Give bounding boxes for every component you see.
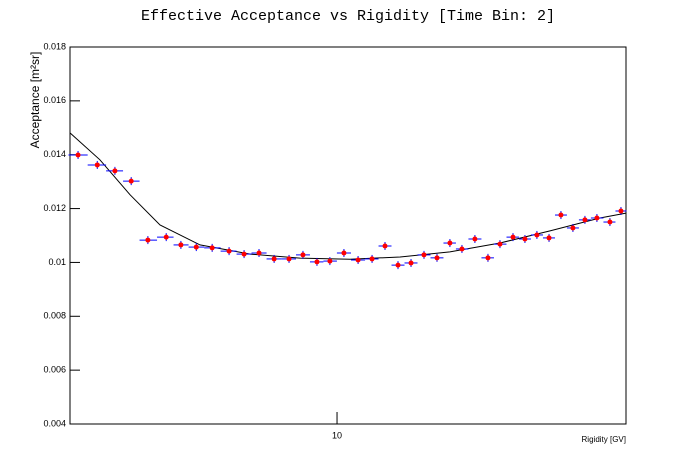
y-tick-label: 0.012	[43, 203, 66, 213]
data-point	[286, 256, 292, 262]
data-point	[178, 242, 184, 248]
y-axis-label: Acceptance [m²sr]	[28, 52, 42, 149]
y-tick-label: 0.016	[43, 95, 66, 105]
data-point	[209, 245, 215, 251]
data-point	[327, 258, 333, 264]
data-point	[256, 250, 262, 256]
y-tick-label: 0.004	[43, 418, 66, 428]
plot-frame	[69, 46, 627, 425]
data-point	[607, 219, 613, 225]
data-point	[241, 251, 247, 257]
data-point	[163, 234, 169, 240]
data-point	[594, 215, 600, 221]
y-tick-label: 0.01	[48, 257, 66, 267]
data-point	[314, 259, 320, 265]
data-point	[618, 208, 624, 214]
data-point	[582, 217, 588, 223]
data-point	[447, 240, 453, 246]
data-point	[112, 168, 118, 174]
data-point	[382, 243, 388, 249]
data-point	[145, 237, 151, 243]
data-point	[355, 257, 361, 263]
data-point	[395, 262, 401, 268]
data-point	[522, 236, 528, 242]
data-point	[570, 225, 576, 231]
y-tick-label: 0.006	[43, 365, 66, 375]
data-point	[341, 250, 347, 256]
data-point	[485, 255, 491, 261]
data-point	[75, 152, 81, 158]
data-point	[369, 256, 375, 262]
data-point	[271, 256, 277, 262]
data-point	[408, 260, 414, 266]
y-tick-label: 0.008	[43, 311, 66, 321]
data-point	[193, 244, 199, 250]
data-point	[459, 246, 465, 252]
data-point	[558, 212, 564, 218]
data-point	[421, 252, 427, 258]
data-point	[434, 255, 440, 261]
x-axis-label: Rigidity [GV]	[582, 435, 626, 444]
data-point	[546, 235, 552, 241]
data-point	[497, 241, 503, 247]
data-point	[94, 162, 100, 168]
data-point	[472, 236, 478, 242]
data-point	[128, 178, 134, 184]
fit-curve	[69, 132, 627, 260]
chart-title: Effective Acceptance vs Rigidity [Time B…	[141, 8, 555, 25]
y-tick-label: 0.014	[43, 149, 66, 159]
data-point	[300, 252, 306, 258]
x-tick-label: 10	[332, 430, 342, 440]
data-point	[510, 234, 516, 240]
y-tick-label: 0.018	[43, 41, 66, 51]
data-point	[226, 248, 232, 254]
data-point	[534, 232, 540, 238]
